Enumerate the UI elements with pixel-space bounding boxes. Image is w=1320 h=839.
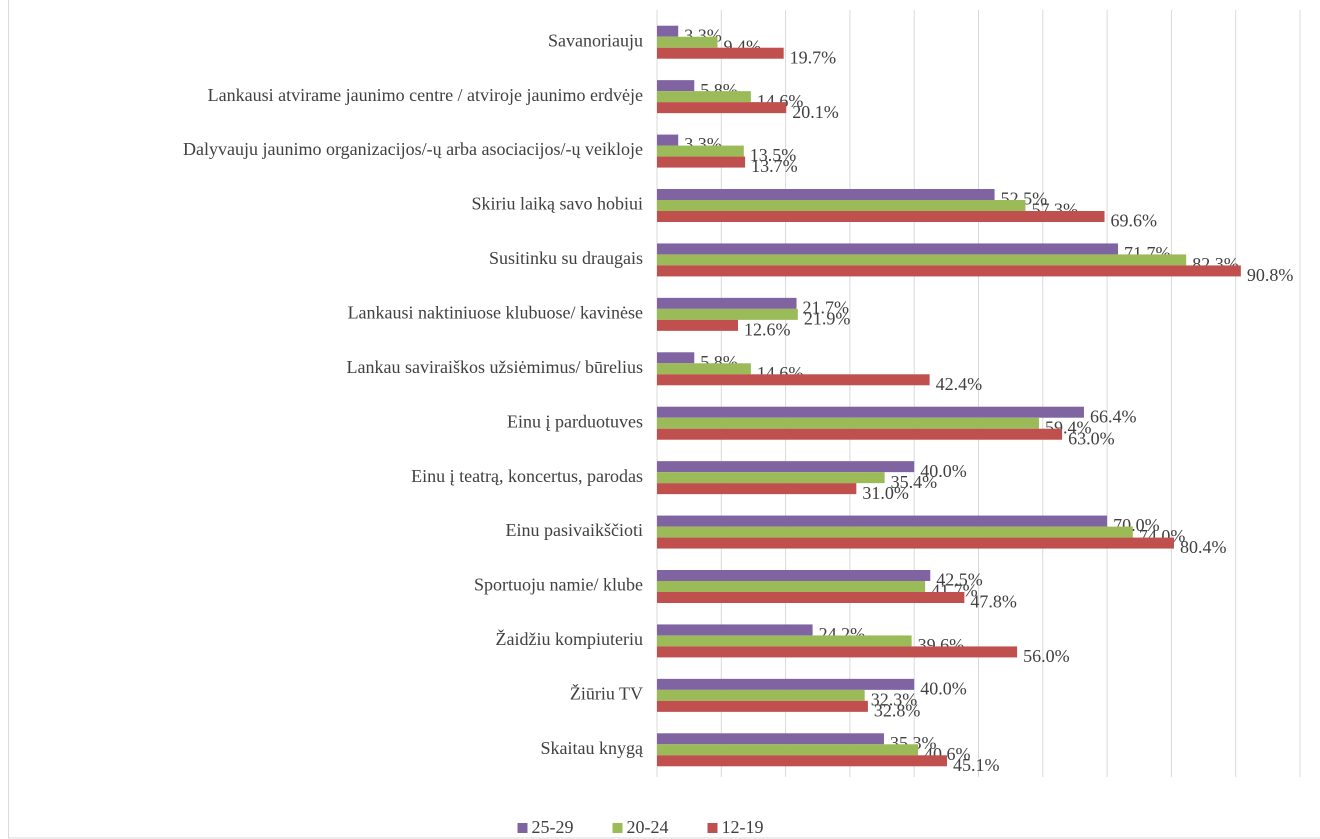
data-label: 21.7% [803, 297, 850, 317]
data-label: 90.8% [1247, 265, 1294, 285]
y-tick-label: Susitinku su draugais [489, 248, 643, 268]
bar [657, 515, 1108, 527]
bar [657, 156, 746, 168]
data-label: 56.0% [1023, 646, 1070, 666]
bar [657, 374, 930, 386]
y-tick-label: Einu pasivaikščioti [506, 520, 643, 540]
bar [657, 581, 926, 592]
bar [657, 363, 751, 375]
data-label: 63.0% [1068, 428, 1115, 448]
bar [657, 80, 695, 92]
legend-swatch [612, 823, 623, 833]
y-tick-label: Lankau saviraiškos užsiėmimus/ būrelius [347, 357, 643, 377]
data-label: 35.4% [891, 472, 938, 492]
data-label: 12.6% [744, 319, 791, 339]
data-label: 40.0% [920, 678, 967, 698]
bar [657, 265, 1241, 277]
legend-swatch [517, 823, 528, 833]
bar [657, 189, 995, 200]
y-tick-label: Sportuoju namie/ klube [474, 575, 643, 595]
data-label: 80.4% [1180, 537, 1227, 557]
bar [657, 243, 1119, 255]
data-label: 32.3% [871, 689, 918, 709]
y-tick-label: Einu į parduotuves [507, 411, 643, 431]
bar [657, 428, 1063, 440]
bar [657, 417, 1039, 429]
bar [657, 700, 868, 712]
bar [657, 145, 744, 157]
bar [657, 102, 787, 114]
bar [657, 755, 947, 767]
y-tick-label: Lankausi naktiniuose klubuose/ kavinėse [348, 302, 643, 322]
y-tick-label: Žaidžiu kompiuteriu [496, 628, 643, 649]
y-tick-label: Žiūriu TV [570, 682, 643, 703]
data-label: 42.4% [936, 374, 983, 394]
bar [657, 733, 884, 745]
y-tick-label: Savanoriauju [548, 30, 643, 50]
bar [657, 254, 1187, 266]
bar [657, 91, 751, 103]
legend-label: 25-29 [532, 817, 574, 837]
bar [657, 211, 1105, 222]
data-label: 21.9% [804, 308, 851, 328]
bar [657, 47, 784, 59]
legend-label: 20-24 [627, 817, 669, 837]
bar [657, 537, 1174, 549]
chart-border [8, 0, 1320, 839]
bar [657, 526, 1133, 538]
bar [657, 635, 912, 647]
data-label: 31.0% [862, 483, 909, 503]
y-tick-label: Einu į teatrą, koncertus, parodas [411, 466, 643, 486]
data-label: 32.8% [874, 700, 921, 720]
bar [657, 352, 695, 364]
data-label: 19.7% [790, 47, 837, 67]
y-tick-label: Skaitau knygą [541, 738, 644, 758]
bar [657, 744, 919, 756]
data-label: 69.6% [1111, 211, 1158, 231]
bar [657, 646, 1018, 658]
data-label: 47.8% [970, 592, 1017, 612]
bar [657, 483, 857, 495]
data-label: 42.5% [936, 570, 983, 590]
data-label: 13.7% [751, 156, 798, 176]
bar [657, 406, 1084, 418]
data-label: 45.1% [953, 755, 1000, 775]
data-label: 13.5% [750, 145, 797, 165]
bar [657, 592, 965, 603]
data-label: 40.0% [920, 461, 967, 481]
bar [657, 319, 739, 331]
bar [657, 624, 813, 636]
bar [657, 308, 798, 320]
bar [657, 25, 679, 37]
bar [657, 297, 797, 309]
bar [657, 36, 718, 48]
bar [657, 134, 679, 146]
y-tick-label: Lankausi atvirame jaunimo centre / atvir… [208, 85, 643, 105]
bar [657, 689, 865, 701]
legend-label: 12-19 [722, 817, 764, 837]
bar [657, 461, 915, 473]
data-label: 20.1% [792, 102, 839, 122]
bar [657, 472, 885, 484]
bar [657, 570, 931, 581]
y-tick-label: Dalyvauju jaunimo organizacijos/-ų arba … [183, 139, 643, 159]
legend-swatch [707, 823, 718, 833]
y-tick-label: Skiriu laiką savo hobiui [472, 194, 643, 214]
bar [657, 200, 1026, 211]
bar [657, 678, 915, 690]
data-label: 66.4% [1090, 406, 1137, 426]
